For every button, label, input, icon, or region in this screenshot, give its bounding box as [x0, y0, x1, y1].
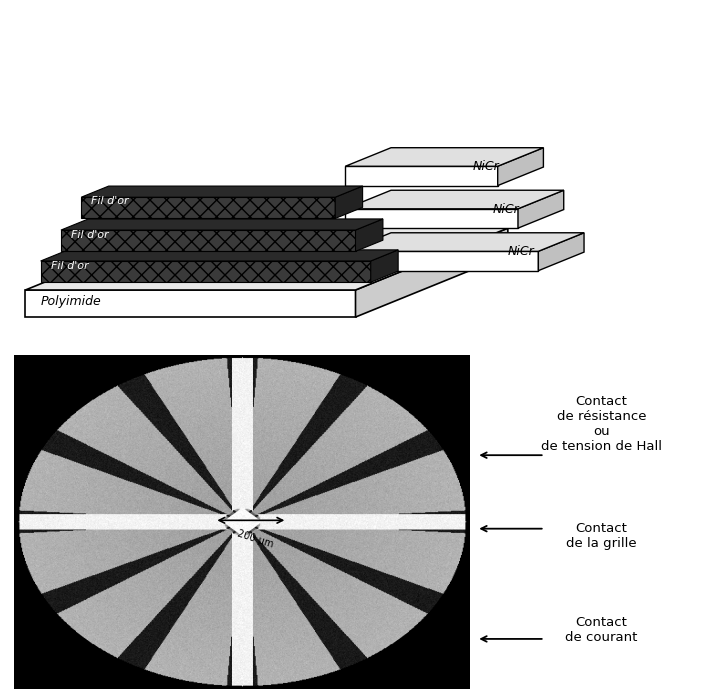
Polygon shape — [346, 209, 518, 228]
Text: NiCr: NiCr — [508, 245, 535, 258]
Polygon shape — [26, 228, 508, 290]
Text: Contact
de courant: Contact de courant — [565, 615, 638, 644]
Polygon shape — [346, 190, 564, 209]
Polygon shape — [498, 148, 543, 186]
Polygon shape — [41, 250, 398, 261]
Text: Polyimide: Polyimide — [41, 296, 102, 308]
Polygon shape — [356, 219, 383, 251]
Polygon shape — [81, 197, 335, 219]
Polygon shape — [81, 186, 363, 197]
Polygon shape — [61, 219, 383, 230]
Text: Fil d'or: Fil d'or — [50, 261, 88, 271]
Polygon shape — [356, 228, 508, 317]
Text: NiCr: NiCr — [472, 160, 499, 173]
Polygon shape — [370, 250, 398, 283]
Text: Contact
de résistance
ou
de tension de Hall: Contact de résistance ou de tension de H… — [541, 395, 662, 453]
Text: Fil d'or: Fil d'or — [92, 196, 129, 206]
Polygon shape — [346, 232, 584, 251]
Text: Fil d'or: Fil d'or — [71, 230, 109, 240]
Polygon shape — [346, 166, 498, 186]
Polygon shape — [346, 148, 543, 166]
Polygon shape — [61, 230, 356, 251]
Polygon shape — [41, 261, 370, 283]
Polygon shape — [26, 290, 356, 317]
Polygon shape — [335, 186, 363, 219]
Text: 200 μm: 200 μm — [236, 529, 274, 550]
Polygon shape — [346, 251, 538, 271]
Text: NiCr: NiCr — [493, 203, 519, 216]
Polygon shape — [538, 232, 584, 271]
Text: Contact
de la grille: Contact de la grille — [566, 522, 637, 550]
Polygon shape — [518, 190, 564, 228]
